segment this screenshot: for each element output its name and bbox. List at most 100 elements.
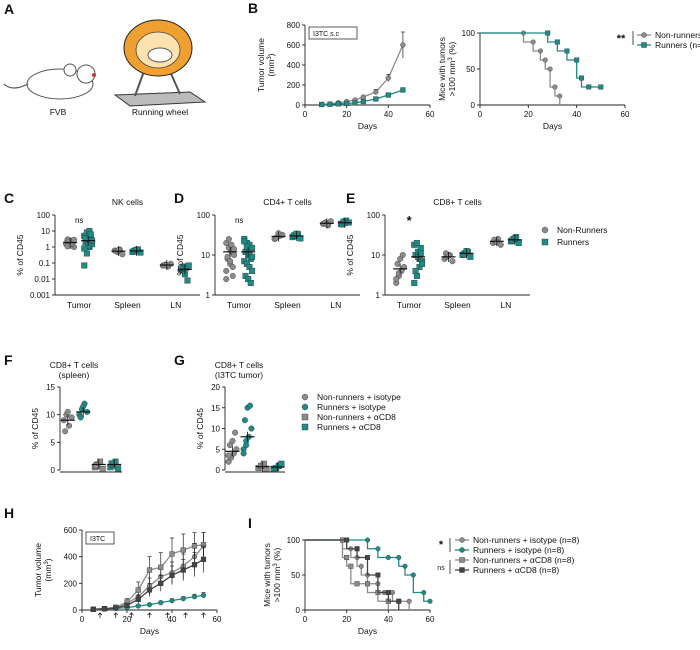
data-point xyxy=(223,267,230,274)
legend-label: Runners xyxy=(557,237,589,247)
data-point xyxy=(228,241,235,248)
data-point xyxy=(385,92,391,98)
data-point xyxy=(200,592,207,598)
y-axis-label: % of CD45 xyxy=(175,234,185,275)
data-point xyxy=(249,253,256,260)
y-axis-label: Mice with tumors >100 mm3 (%) xyxy=(437,37,457,101)
y-tick-label: 0.1 xyxy=(39,259,51,268)
series-1 xyxy=(319,87,406,108)
data-point xyxy=(135,587,141,593)
treatment-arrow xyxy=(183,612,188,618)
chart-d: D 1 10 100 % of CD45 CD4+ T cells Tumor Spleen L… xyxy=(174,190,360,310)
data-point xyxy=(81,262,88,269)
data-point xyxy=(243,437,250,444)
y-axis-label: Tumor volume (mm3) xyxy=(33,543,53,597)
significance-label: * xyxy=(407,213,413,228)
y-tick-label: 15 xyxy=(46,383,55,392)
series-3 xyxy=(90,545,207,612)
x-tick-label: 20 xyxy=(342,110,351,119)
data-point xyxy=(101,606,108,612)
legend-label: Runners + αCD8 (n=8) xyxy=(473,565,559,575)
data-point xyxy=(184,277,191,284)
chart-g: G 0 5 10 15 20 % of CD45 CD8+ T cells(I3TC tumo… xyxy=(174,352,401,475)
panel-letter-g: G xyxy=(174,352,185,368)
data-point xyxy=(394,260,401,267)
y-tick-label: 600 xyxy=(287,41,301,50)
data-point xyxy=(99,465,106,472)
treatment-arrow xyxy=(201,612,206,618)
mouse-illustration xyxy=(3,63,96,100)
censor-mark xyxy=(427,598,433,604)
chart-h: H 0 200 400 600 0 20 40 60 Days Tumor volume (mm3) I… xyxy=(4,505,222,636)
legend-marker xyxy=(301,413,309,421)
panel-letter-h: H xyxy=(4,505,14,521)
inset-box: I3TC xyxy=(85,531,115,545)
data-point xyxy=(417,250,424,257)
data-point xyxy=(413,272,420,279)
data-point xyxy=(319,101,325,108)
data-point xyxy=(93,462,100,469)
data-point xyxy=(411,279,418,286)
censor-mark xyxy=(354,581,360,587)
chart-e: E 1 10 100 % of CD45 CD8+ T cells Tumor Spleen L… xyxy=(345,190,608,310)
censor-mark xyxy=(402,563,408,569)
data-point xyxy=(233,446,240,453)
x-tick-label: 0 xyxy=(80,615,85,624)
legend-label: Non-runners + αCD8 xyxy=(317,412,396,422)
data-point xyxy=(249,244,256,251)
y-tick-label: 1 xyxy=(206,291,211,300)
y-tick-label: 100 xyxy=(287,536,301,545)
censor-mark xyxy=(348,563,354,569)
chart-c: C 0.001 0.01 0.1 1 10 100 % of CD45 NK cells Tumo… xyxy=(4,190,200,310)
data-point xyxy=(225,452,232,459)
censor-mark xyxy=(385,555,391,561)
censor-mark xyxy=(390,590,396,596)
data-point xyxy=(227,258,234,265)
data-point xyxy=(108,460,115,467)
data-point xyxy=(231,251,238,258)
data-point xyxy=(90,606,96,612)
x-tick-label: 60 xyxy=(213,615,222,624)
y-tick-label: 0 xyxy=(296,101,301,110)
data-point xyxy=(169,551,175,557)
x-tick-label: 20 xyxy=(123,615,132,624)
data-point xyxy=(467,253,474,260)
data-point xyxy=(241,238,248,245)
chart-b1: B 0 200 400 600 800 0 20 40 60 Days Tumor volume (mm… xyxy=(248,0,435,131)
inset-frame xyxy=(308,26,358,40)
y-tick-label: 600 xyxy=(64,526,78,535)
censor-mark xyxy=(406,598,412,604)
y-tick-label: 0 xyxy=(73,606,78,615)
x-tick-label: 0 xyxy=(303,110,308,119)
significance-label: * xyxy=(439,539,444,551)
y-tick-label: 200 xyxy=(287,81,301,90)
panel-letter-i: I xyxy=(248,515,252,531)
y-axis-label: % of CD45 xyxy=(15,234,25,275)
data-point xyxy=(352,100,358,106)
chart-title: CD4+ T cells xyxy=(263,197,312,207)
chart-subtitle: (spleen) xyxy=(59,370,90,380)
data-point xyxy=(223,276,230,283)
data-point xyxy=(135,603,141,609)
y-tick-label: 20 xyxy=(211,383,220,392)
treatment-arrow xyxy=(113,612,119,618)
data-point xyxy=(229,272,236,279)
panel-letter-c: C xyxy=(4,190,14,206)
x-tick-label: LN xyxy=(170,300,181,310)
y-tick-label: 800 xyxy=(287,21,301,30)
x-tick-label: Tumor xyxy=(397,300,421,310)
series-1 xyxy=(480,30,604,90)
data-point xyxy=(64,408,71,415)
x-axis-label: Days xyxy=(140,626,159,636)
x-tick-label: 60 xyxy=(426,615,435,624)
inset-label: I3TC s.c xyxy=(313,31,340,38)
data-point xyxy=(180,547,186,553)
panel-letter-d: D xyxy=(174,190,184,206)
legend-label: Runners (n=8) xyxy=(655,40,700,50)
y-axis-label-line2: >100 mm3 (%) xyxy=(447,42,457,97)
censor-mark xyxy=(375,572,381,578)
censor-mark xyxy=(410,572,416,578)
data-point xyxy=(395,270,402,277)
chart-title: CD8+ T cells xyxy=(50,360,99,370)
censor-mark xyxy=(375,546,381,552)
